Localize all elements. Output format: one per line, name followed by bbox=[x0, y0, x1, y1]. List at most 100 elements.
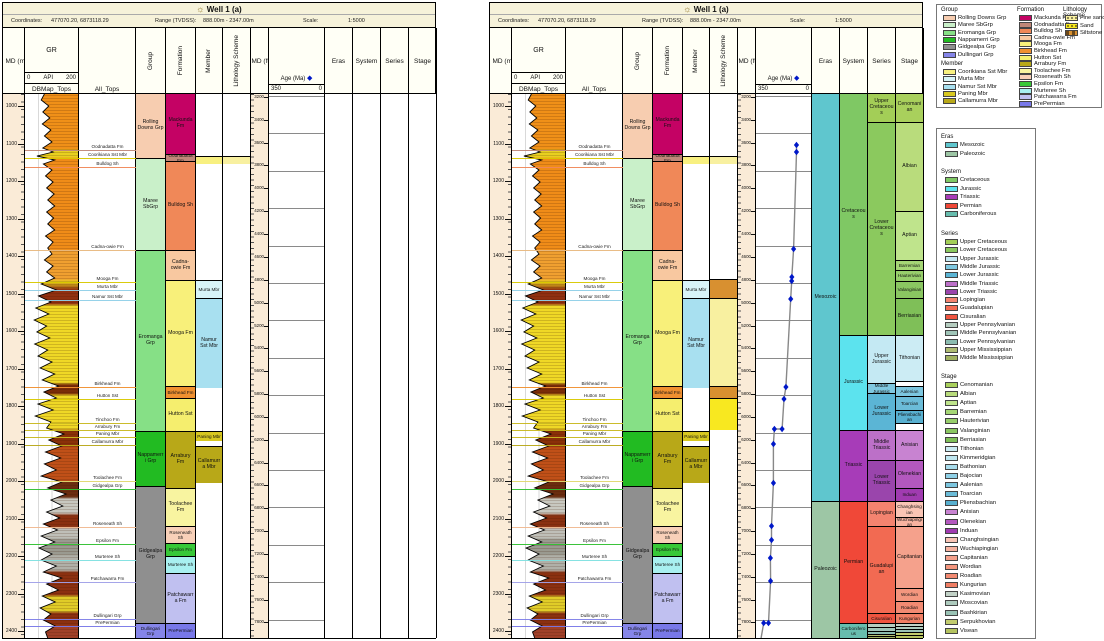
formation-interval[interactable]: Oodnadatta Fm bbox=[166, 154, 195, 161]
member-interval[interactable]: Murta Mbr bbox=[683, 280, 709, 298]
column-header-formation[interactable]: Formation bbox=[653, 28, 683, 94]
stage-interval[interactable]: Cenomanian bbox=[896, 94, 923, 122]
lithology-interval[interactable] bbox=[710, 279, 737, 298]
formation-interval[interactable]: Epsilon Fm bbox=[653, 543, 682, 556]
formation-interval[interactable]: PrePermian bbox=[166, 623, 195, 638]
formation-interval[interactable]: Patchawarra Fm bbox=[653, 573, 682, 623]
formation-interval[interactable]: Cadna-owie Fm bbox=[653, 250, 682, 280]
group-interval[interactable]: Maree SbGrp bbox=[623, 158, 652, 250]
system-interval[interactable]: ~~~~~~~~~~ Triassic bbox=[840, 430, 867, 501]
legend-formation-item[interactable]: Oodnadatta Fm bbox=[1019, 21, 1074, 28]
series-interval[interactable]: ~~~~~~~~~~ bbox=[868, 631, 895, 634]
legend-system-item[interactable]: Triassic bbox=[945, 194, 980, 201]
column-header-tops[interactable]: All_Tops bbox=[566, 28, 623, 94]
stage-interval[interactable]: ~~~~~~~~~~ bbox=[896, 629, 923, 632]
legend-stage-item[interactable]: Serpukhovian bbox=[945, 618, 995, 625]
member-interval[interactable]: Namur Sst Mbr bbox=[196, 298, 222, 388]
group-interval[interactable]: Eromanga Grp bbox=[623, 250, 652, 431]
legend-stage-item[interactable]: Roadian bbox=[945, 573, 982, 580]
legend-stage-item[interactable]: Moscovian bbox=[945, 600, 988, 607]
legend-stage-item[interactable]: Valanginian bbox=[945, 427, 990, 434]
column-header-md_m[interactable]: MD (m) bbox=[3, 28, 25, 94]
column-header-md_m[interactable]: MD (m) bbox=[490, 28, 512, 94]
legend-series-item[interactable]: Upper Mississippian bbox=[945, 346, 1012, 353]
legend-stage-item[interactable]: Bashkirian bbox=[945, 609, 987, 616]
legend-formation-item[interactable]: PrePermian bbox=[1019, 100, 1065, 107]
lithology-interval[interactable] bbox=[710, 398, 737, 430]
series-interval[interactable]: Upper Cretaceous bbox=[868, 94, 895, 122]
member-interval[interactable]: Murta Mbr bbox=[196, 280, 222, 298]
legend-stage-item[interactable]: Capitanian bbox=[945, 554, 988, 561]
legend-stage-item[interactable]: Induan bbox=[945, 527, 978, 534]
formation-interval[interactable]: Roseneath Sh bbox=[653, 526, 682, 543]
legend-formation-item[interactable]: Roseneath Sh bbox=[1019, 74, 1071, 81]
system-interval[interactable]: ~~~~~~~~~~ Carboniferous bbox=[840, 623, 867, 638]
member-interval[interactable]: Paning Mbr bbox=[683, 431, 709, 441]
formation-interval[interactable]: Birkhead Fm bbox=[166, 386, 195, 398]
track-md_m[interactable]: 1000 1100 1200 1300 1400 1500 1600 1700 1800 1900… bbox=[490, 94, 512, 638]
legend-stage-item[interactable]: Tithonian bbox=[945, 445, 984, 452]
legend-formation-item[interactable]: Patchawarra Fm bbox=[1019, 94, 1077, 101]
legend-system-item[interactable]: Carboniferous bbox=[945, 211, 996, 218]
track-stage[interactable]: Cenomanian Albian Aptian Barremian Hauterivi… bbox=[896, 94, 924, 638]
column-header-litho[interactable]: Lithology Scheme bbox=[710, 28, 738, 94]
column-header-system[interactable]: System bbox=[353, 28, 381, 94]
lithology-interval[interactable] bbox=[710, 386, 737, 398]
column-header-group[interactable]: Group bbox=[136, 28, 166, 94]
formation-interval[interactable]: Cadna-owie Fm bbox=[166, 250, 195, 280]
legend-stage-item[interactable]: Wordian bbox=[945, 564, 981, 570]
formation-interval[interactable]: Hutton Sst bbox=[166, 398, 195, 431]
track-stage[interactable] bbox=[409, 94, 437, 638]
formation-interval[interactable]: Patchawarra Fm bbox=[166, 573, 195, 623]
legend-stage-item[interactable]: Visean bbox=[945, 627, 978, 634]
series-interval[interactable] bbox=[868, 636, 895, 638]
formation-interval[interactable]: Epsilon Fm bbox=[166, 543, 195, 556]
legend-member-item[interactable]: Coorikiana Sst Mbr bbox=[943, 69, 1007, 75]
column-header-md_ft[interactable]: MD (ft) bbox=[251, 28, 269, 94]
series-interval[interactable]: Lower Jurassic bbox=[868, 393, 895, 430]
legend-group-item[interactable]: Eromanga Grp bbox=[943, 29, 996, 36]
era-interval[interactable]: Mesozoic bbox=[812, 94, 839, 501]
member-interval[interactable] bbox=[196, 156, 222, 164]
series-interval[interactable]: Cisuralian bbox=[868, 613, 895, 623]
series-interval[interactable]: ~~~~~~~~~~ Middle Jurassic bbox=[868, 383, 895, 393]
track-series[interactable] bbox=[381, 94, 409, 638]
legend-stage-item[interactable]: Cenomanian bbox=[945, 382, 993, 388]
stage-interval[interactable]: Induan bbox=[896, 488, 923, 501]
legend-group-item[interactable]: Rolling Downs Grp bbox=[943, 15, 1006, 21]
column-header-age[interactable]: Age (Ma) ◆ 350 0 bbox=[269, 28, 325, 94]
track-gr[interactable] bbox=[512, 94, 566, 638]
formation-interval[interactable]: Oodnadatta Fm bbox=[653, 154, 682, 161]
stage-interval[interactable]: Aptian bbox=[896, 211, 923, 260]
column-header-series[interactable]: Series bbox=[381, 28, 409, 94]
legend-system-item[interactable]: Permian bbox=[945, 202, 982, 209]
formation-interval[interactable]: Murteree Sh bbox=[166, 556, 195, 573]
track-md_m[interactable]: 1000 1100 1200 1300 1400 1500 1600 1700 1800 1900… bbox=[3, 94, 25, 638]
legend-stage-item[interactable]: Kasimovian bbox=[945, 591, 990, 598]
legend-series-item[interactable]: Lower Pennsylvanian bbox=[945, 338, 1015, 345]
formation-interval[interactable]: Mooga Fm bbox=[166, 280, 195, 386]
group-interval[interactable]: Rolling Downs Grp bbox=[136, 94, 165, 158]
legend-stage-item[interactable]: Anisian bbox=[945, 509, 979, 516]
legend-member-item[interactable]: Callamurra Mbr bbox=[943, 98, 998, 105]
legend-member-item[interactable]: Murta Mbr bbox=[943, 76, 984, 83]
legend-stage-item[interactable]: Aalenian bbox=[945, 482, 983, 489]
track-age[interactable] bbox=[756, 94, 812, 638]
formation-interval[interactable]: Mooga Fm bbox=[653, 280, 682, 386]
legend-formation-item[interactable]: Cadna-owie Fm bbox=[1019, 34, 1075, 41]
group-interval[interactable]: Gidgealpa Grp bbox=[623, 486, 652, 623]
column-header-eras[interactable]: Eras bbox=[812, 28, 840, 94]
group-interval[interactable]: Nappamerri Grp bbox=[136, 431, 165, 486]
legend-formation-item[interactable]: Mooga Fm bbox=[1019, 41, 1062, 48]
formation-interval[interactable]: Bulldog Sh bbox=[653, 161, 682, 250]
system-interval[interactable]: Cretaceous bbox=[840, 94, 867, 335]
legend-formation-item[interactable]: Arrabury Fm bbox=[1019, 61, 1066, 68]
group-interval[interactable]: Dullingari Grp bbox=[623, 623, 652, 638]
legend-series-item[interactable]: Lower Jurassic bbox=[945, 272, 999, 279]
formation-interval[interactable]: Bulldog Sh bbox=[166, 161, 195, 250]
track-system[interactable] bbox=[353, 94, 381, 638]
formation-interval[interactable]: Toolachee Fm bbox=[166, 488, 195, 526]
track-litho[interactable] bbox=[223, 94, 251, 638]
legend-lithology-item[interactable]: Fine sand bbox=[1065, 15, 1104, 21]
series-interval[interactable]: Lopingian bbox=[868, 501, 895, 526]
